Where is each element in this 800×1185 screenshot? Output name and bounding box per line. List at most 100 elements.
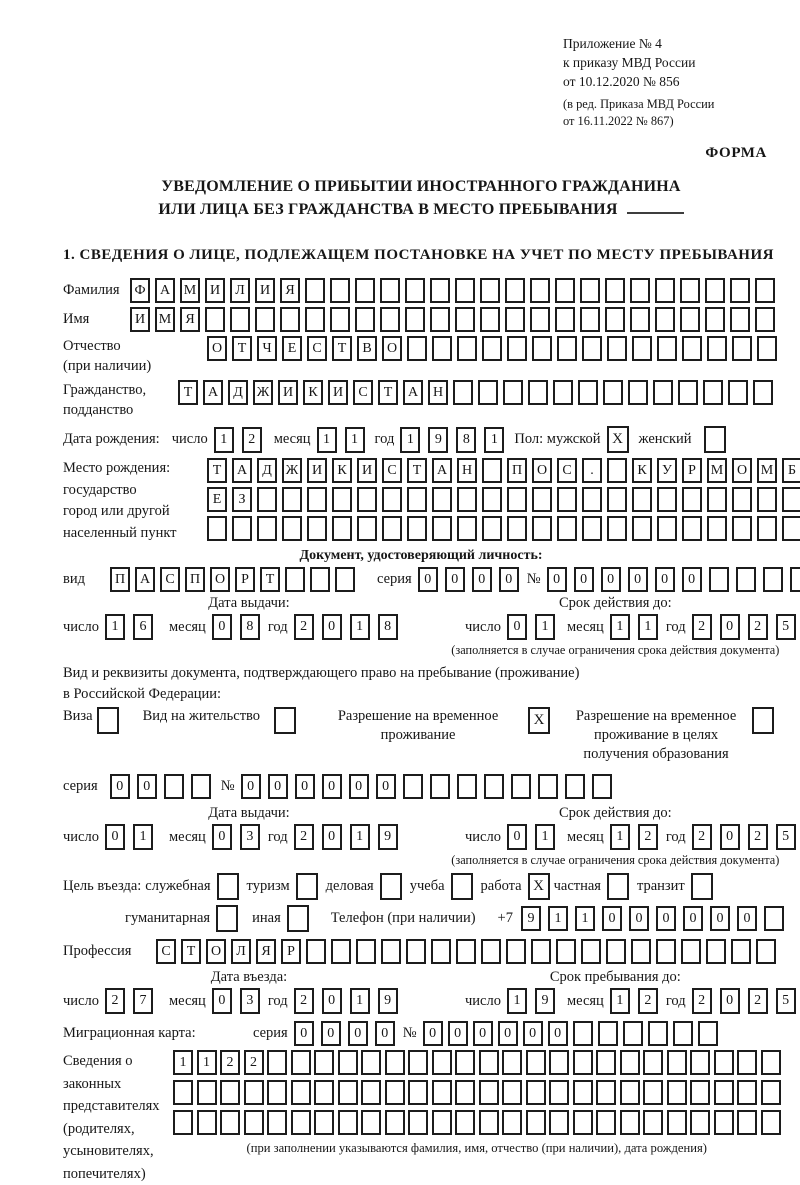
char-cell[interactable] [620,1110,640,1135]
char-cell[interactable]: 0 [375,1021,395,1046]
char-cell[interactable] [673,1021,693,1046]
char-cell[interactable] [653,380,673,405]
char-cell[interactable] [549,1080,569,1105]
char-cell[interactable] [338,1110,358,1135]
char-cell[interactable] [282,516,302,541]
char-cell[interactable]: 1 [214,427,234,453]
char-cell[interactable] [630,278,650,303]
char-cell[interactable] [430,307,450,332]
char-cell[interactable] [690,1050,710,1075]
char-cell[interactable] [731,939,751,964]
char-cell[interactable]: П [110,567,130,592]
char-cell[interactable]: 8 [456,427,476,453]
char-cell[interactable]: 2 [294,824,314,850]
char-cell[interactable] [307,516,327,541]
char-cell[interactable] [173,1110,193,1135]
char-cell[interactable]: Н [428,380,448,405]
char-cell[interactable]: 0 [105,824,125,850]
char-cell[interactable] [455,1080,475,1105]
char-cell[interactable]: 0 [445,567,465,592]
char-cell[interactable]: 0 [322,988,342,1014]
char-cell[interactable] [764,906,784,931]
char-cell[interactable]: 0 [294,1021,314,1046]
char-cell[interactable] [457,516,477,541]
char-cell[interactable] [607,516,627,541]
char-cell[interactable] [761,1080,781,1105]
char-cell[interactable] [356,939,376,964]
char-cell[interactable] [596,1110,616,1135]
char-cell[interactable] [457,487,477,512]
char-cell[interactable] [244,1110,264,1135]
char-cell[interactable]: 1 [535,824,555,850]
char-cell[interactable] [432,487,452,512]
char-cell[interactable]: О [207,336,227,361]
char-cell[interactable]: Е [207,487,227,512]
checkbox-cell[interactable]: X [528,707,550,734]
char-cell[interactable]: 1 [350,614,370,640]
char-cell[interactable] [361,1110,381,1135]
checkbox-cell[interactable] [704,426,726,453]
char-cell[interactable]: 0 [472,567,492,592]
char-cell[interactable] [355,307,375,332]
char-cell[interactable] [530,278,550,303]
char-cell[interactable] [681,939,701,964]
char-cell[interactable] [306,939,326,964]
char-cell[interactable]: 2 [692,824,712,850]
char-cell[interactable]: 0 [322,774,342,799]
char-cell[interactable] [307,487,327,512]
char-cell[interactable] [280,307,300,332]
char-cell[interactable] [338,1080,358,1105]
char-cell[interactable]: 0 [628,567,648,592]
char-cell[interactable] [596,1080,616,1105]
char-cell[interactable]: 2 [638,988,658,1014]
char-cell[interactable] [657,336,677,361]
char-cell[interactable]: В [357,336,377,361]
char-cell[interactable] [244,1080,264,1105]
char-cell[interactable] [632,487,652,512]
char-cell[interactable] [330,307,350,332]
char-cell[interactable] [657,487,677,512]
char-cell[interactable] [557,516,577,541]
char-cell[interactable] [480,307,500,332]
char-cell[interactable] [197,1080,217,1105]
char-cell[interactable]: К [303,380,323,405]
char-cell[interactable]: 0 [322,614,342,640]
char-cell[interactable] [532,336,552,361]
char-cell[interactable] [573,1050,593,1075]
char-cell[interactable] [332,487,352,512]
char-cell[interactable] [505,278,525,303]
char-cell[interactable] [357,516,377,541]
checkbox-cell[interactable] [451,873,473,900]
char-cell[interactable]: Е [282,336,302,361]
char-cell[interactable] [732,336,752,361]
char-cell[interactable] [482,336,502,361]
char-cell[interactable]: К [632,458,652,483]
char-cell[interactable] [667,1110,687,1135]
char-cell[interactable] [267,1110,287,1135]
char-cell[interactable] [385,1080,405,1105]
char-cell[interactable] [282,487,302,512]
char-cell[interactable] [549,1050,569,1075]
char-cell[interactable]: 1 [105,614,125,640]
char-cell[interactable] [709,567,729,592]
char-cell[interactable]: 0 [321,1021,341,1046]
char-cell[interactable]: 0 [601,567,621,592]
char-cell[interactable] [507,336,527,361]
char-cell[interactable]: 0 [683,906,703,931]
char-cell[interactable] [582,336,602,361]
char-cell[interactable] [690,1080,710,1105]
char-cell[interactable] [714,1110,734,1135]
char-cell[interactable] [380,278,400,303]
char-cell[interactable]: 1 [317,427,337,453]
char-cell[interactable] [657,516,677,541]
char-cell[interactable]: 2 [220,1050,240,1075]
char-cell[interactable] [667,1050,687,1075]
char-cell[interactable] [173,1080,193,1105]
char-cell[interactable]: Я [256,939,276,964]
char-cell[interactable] [682,336,702,361]
checkbox-cell[interactable] [296,873,318,900]
char-cell[interactable] [737,1110,757,1135]
char-cell[interactable]: 0 [212,988,232,1014]
char-cell[interactable] [761,1110,781,1135]
char-cell[interactable] [596,1050,616,1075]
